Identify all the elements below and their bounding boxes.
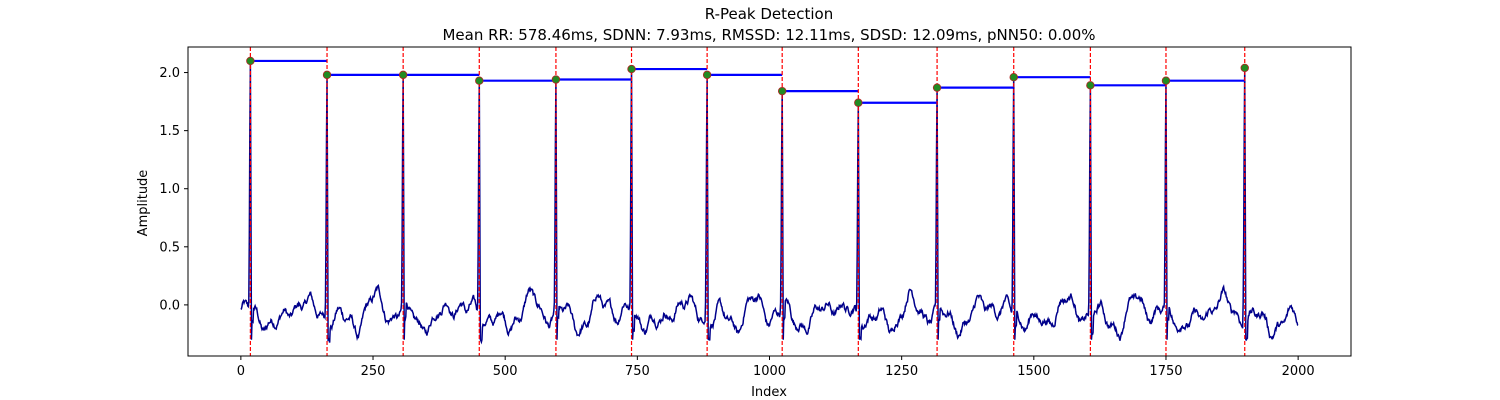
x-tick-label: 1500 <box>1017 364 1050 379</box>
peak-point <box>1086 81 1095 90</box>
y-axis: 0.0 0.5 1.0 1.5 2.0 <box>159 66 188 313</box>
x-tick-label: 1250 <box>885 364 918 379</box>
peak-point <box>246 56 255 66</box>
y-axis-label: Amplitude <box>136 170 151 237</box>
x-axis-label: Index <box>751 385 787 400</box>
peak-point <box>475 76 484 85</box>
peak-point <box>627 64 636 74</box>
x-tick-label: 2000 <box>1282 364 1315 379</box>
x-tick-label: 0 <box>237 364 245 379</box>
signal-line <box>240 60 1299 345</box>
chart-title: R-Peak Detection <box>705 5 833 23</box>
peak-point <box>702 70 712 80</box>
x-tick-label: 500 <box>493 364 518 379</box>
x-tick-label: 1750 <box>1149 364 1182 379</box>
peak-point <box>777 86 787 96</box>
peak-point <box>551 75 561 84</box>
x-tick-label: 250 <box>361 364 386 379</box>
x-tick-label: 1000 <box>753 364 786 379</box>
chart-subtitle: Mean RR: 578.46ms, SDNN: 7.93ms, RMSSD: … <box>442 26 1095 44</box>
peak-point <box>932 83 942 92</box>
peak-point <box>322 70 332 80</box>
plot-area <box>240 47 1299 356</box>
peak-point <box>1009 73 1018 82</box>
y-tick-label: 1.0 <box>159 182 180 197</box>
peak-point <box>1161 76 1171 85</box>
y-tick-label: 0.0 <box>159 298 180 313</box>
peak-point <box>854 98 863 107</box>
x-tick-label: 750 <box>625 364 650 379</box>
y-tick-label: 1.5 <box>159 124 180 139</box>
y-tick-label: 0.5 <box>159 240 180 255</box>
x-axis: 0 250 500 750 1000 1250 1500 1750 2000 <box>237 356 1315 379</box>
peak-point <box>1240 63 1249 73</box>
y-tick-label: 2.0 <box>159 66 180 81</box>
peak-point <box>398 70 408 80</box>
